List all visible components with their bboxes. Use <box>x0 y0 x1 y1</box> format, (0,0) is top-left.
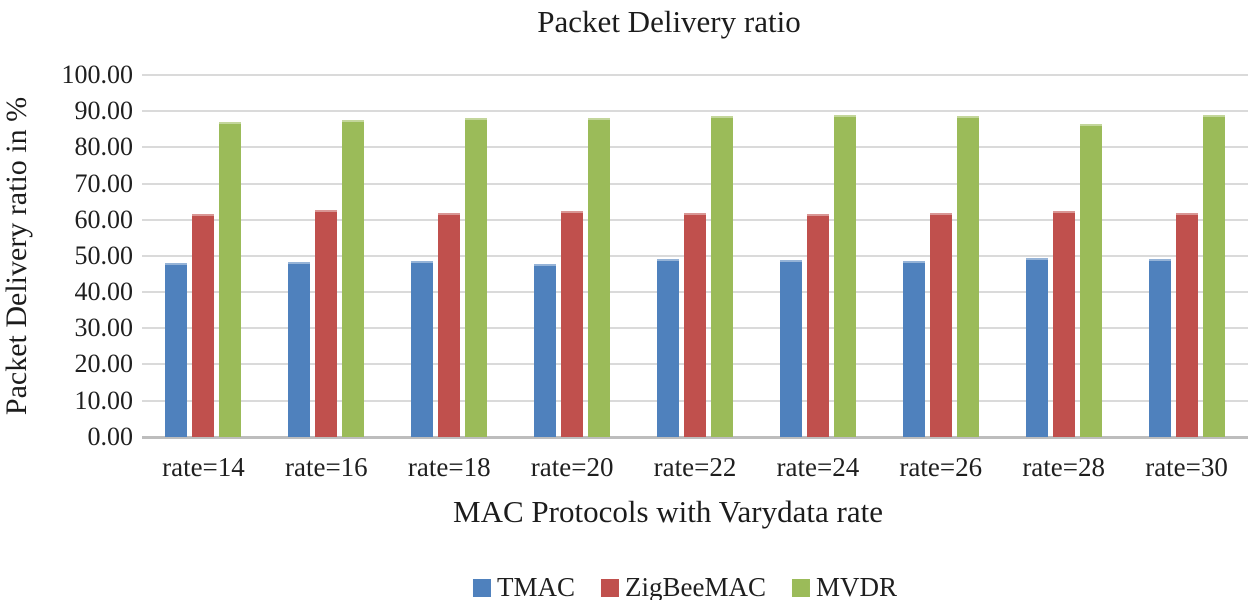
bar-mvdr-rate-26 <box>956 116 979 437</box>
bar-tmac-rate-14 <box>165 262 188 437</box>
bar-zigbeemac-rate-20 <box>561 210 584 437</box>
y-tick-label: 10.00 <box>74 385 134 415</box>
bar-zigbeemac-rate-28 <box>1052 210 1075 437</box>
legend-label: ZigBeeMAC <box>625 572 766 600</box>
bar-zigbeemac-rate-26 <box>929 212 952 437</box>
y-tick-label: 20.00 <box>74 349 134 379</box>
x-tick-label: rate=26 <box>899 452 983 482</box>
bar-tmac-rate-16 <box>288 261 311 437</box>
x-tick-label: rate=20 <box>530 452 614 482</box>
bar-zigbeemac-rate-24 <box>806 213 829 437</box>
legend-swatch-icon <box>792 578 810 597</box>
bar-zigbeemac-rate-14 <box>192 214 215 437</box>
bar-tmac-rate-18 <box>411 260 434 437</box>
bar-tmac-rate-22 <box>657 259 679 437</box>
x-axis-line <box>142 435 1248 439</box>
y-tick-label: 0.00 <box>87 421 134 451</box>
gridline <box>142 146 1248 149</box>
y-tick-label: 60.00 <box>74 204 134 234</box>
bar-mvdr-rate-22 <box>711 115 733 437</box>
bar-tmac-rate-28 <box>1025 258 1048 437</box>
gridline <box>142 74 1248 76</box>
bar-mvdr-rate-18 <box>465 118 488 437</box>
legend-item-zigbeemac: ZigBeeMAC <box>601 574 766 600</box>
bar-mvdr-rate-30 <box>1202 114 1225 437</box>
gridline <box>142 110 1248 113</box>
chart-title: Packet Delivery ratio <box>537 4 801 39</box>
y-tick-label: 100.00 <box>61 60 134 89</box>
bar-tmac-rate-26 <box>902 260 925 437</box>
legend: TMAC ZigBeeMAC MVDR <box>472 572 897 600</box>
x-tick-label: rate=22 <box>653 452 737 482</box>
y-tick-label: 30.00 <box>74 313 134 343</box>
x-tick-label: rate=18 <box>407 452 491 482</box>
plot-area <box>142 74 1248 439</box>
legend-label: MVDR <box>816 572 898 600</box>
y-tick-label: 40.00 <box>74 277 134 307</box>
bar-tmac-rate-20 <box>534 263 557 437</box>
legend-item-tmac: TMAC <box>472 572 575 600</box>
legend-label: TMAC <box>496 572 575 600</box>
x-tick-label: rate=14 <box>162 452 245 482</box>
y-tick-label: 50.00 <box>74 240 134 270</box>
bar-zigbeemac-rate-22 <box>684 213 706 437</box>
legend-swatch-icon <box>472 578 491 597</box>
legend-item-mvdr: MVDR <box>792 574 897 600</box>
bar-zigbeemac-rate-30 <box>1175 212 1198 437</box>
bar-mvdr-rate-28 <box>1079 123 1102 437</box>
y-tick-label: 70.00 <box>74 168 134 198</box>
bar-tmac-rate-24 <box>779 259 802 437</box>
legend-swatch-icon <box>601 578 619 597</box>
x-tick-label: rate=24 <box>776 452 860 482</box>
bar-mvdr-rate-20 <box>588 118 611 437</box>
bar-tmac-rate-30 <box>1148 258 1171 437</box>
gridline <box>142 182 1248 185</box>
bar-zigbeemac-rate-16 <box>315 210 338 437</box>
x-tick-label: rate=28 <box>1022 452 1105 482</box>
bar-mvdr-rate-24 <box>833 115 856 437</box>
bar-zigbeemac-rate-18 <box>438 212 461 437</box>
x-tick-label: rate=30 <box>1145 452 1228 482</box>
x-axis-title: MAC Protocols with Varydata rate <box>453 494 883 529</box>
y-tick-label: 80.00 <box>74 132 134 162</box>
x-tick-label: rate=16 <box>284 452 368 482</box>
bar-mvdr-rate-16 <box>342 120 365 437</box>
y-tick-label: 90.00 <box>74 96 134 126</box>
bar-mvdr-rate-14 <box>219 122 242 437</box>
